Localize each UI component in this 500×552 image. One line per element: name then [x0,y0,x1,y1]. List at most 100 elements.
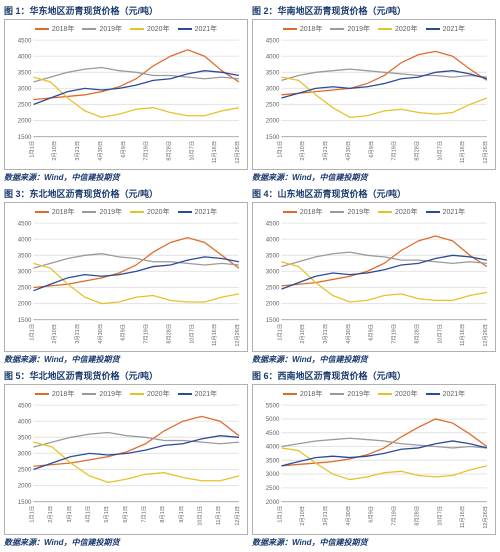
svg-text:3500: 3500 [266,252,280,259]
svg-text:7月19日: 7月19日 [391,506,398,526]
series-2021 [281,441,487,466]
source-text: 数据来源：Wind，中信建投期货 [4,354,248,365]
legend-label: 2021年 [443,389,466,399]
legend: 2018年2019年2020年2021年 [9,387,243,403]
legend: 2018年 2019年 2020年 2021年 [257,387,491,403]
svg-text:10月7日: 10月7日 [436,141,443,161]
svg-text:3000: 3000 [266,268,280,275]
svg-text:2月10日: 2月10日 [299,506,306,526]
source-text: 数据来源：Wind，中信建投期货 [4,537,248,548]
legend: 2018年2019年2020年2021年 [257,22,491,38]
legend-label: 2018年 [300,24,323,34]
svg-text:2000: 2000 [266,499,280,506]
svg-text:10月7日: 10月7日 [436,506,443,526]
legend-swatch [378,211,392,213]
legend-label: 2021年 [195,207,218,217]
legend-swatch [330,393,344,395]
svg-text:3月21日: 3月21日 [322,324,329,344]
series-2019 [33,67,239,81]
svg-text:2000: 2000 [18,300,32,307]
chart-box: 2018年2019年2020年2021年15002000250030003500… [4,384,248,535]
svg-text:11月16日: 11月16日 [459,141,466,163]
svg-text:10月1日: 10月1日 [197,506,204,526]
legend-swatch [330,211,344,213]
svg-text:2月10日: 2月10日 [51,141,58,161]
legend-item: 2019年 [330,389,370,399]
legend-item: 2020年 [130,24,170,34]
series-2021 [33,436,239,470]
legend-label: 2020年 [395,24,418,34]
series-2018 [281,236,487,286]
legend-swatch [330,28,344,30]
chart-box: 2018年2019年2020年2021年15002000250030003500… [4,202,248,353]
svg-text:2000: 2000 [18,483,32,490]
panel-title: 图 5：华北地区沥青现货价格（元/吨） [4,369,248,382]
svg-text:8月28日: 8月28日 [414,506,421,526]
legend-swatch [82,393,96,395]
legend-label: 2020年 [395,389,418,399]
legend-swatch [35,211,49,213]
chart-panel-5: 图 5：华北地区沥青现货价格（元/吨）2018年2019年2020年2021年1… [4,369,248,548]
svg-text:8月1日: 8月1日 [159,506,166,523]
svg-text:3500: 3500 [18,252,32,259]
legend-item: 2020年 [130,207,170,217]
legend-label: 2019年 [347,389,370,399]
svg-text:2500: 2500 [266,485,280,492]
legend-swatch [426,393,440,395]
svg-text:8月28日: 8月28日 [414,324,421,344]
legend-label: 2021年 [195,389,218,399]
series-2018 [33,237,239,287]
legend-swatch [426,211,440,213]
svg-text:9月1日: 9月1日 [178,506,185,523]
legend-item: 2019年 [82,24,122,34]
legend-label: 2020年 [147,207,170,217]
svg-text:3月21日: 3月21日 [322,141,329,161]
svg-text:2500: 2500 [266,101,280,108]
svg-text:12月26日: 12月26日 [482,141,489,164]
charts-grid: 图 1：华东地区沥青现货价格（元/吨）2018年2019年2020年2021年1… [4,4,496,548]
svg-text:1月1日: 1月1日 [29,324,36,341]
legend-swatch [35,28,49,30]
plot-area: 15002000250030003500400045001月1日2月1日3月1日… [9,403,243,532]
svg-text:6月9日: 6月9日 [120,324,127,341]
plot-area: 15002000250030003500400045001月1日2月10日3月2… [257,221,491,350]
svg-text:1月1日: 1月1日 [277,324,284,341]
svg-text:6月9日: 6月9日 [120,141,127,158]
svg-text:10月7日: 10月7日 [188,324,195,344]
svg-text:12月1日: 12月1日 [234,506,241,526]
svg-text:2000: 2000 [266,118,280,125]
svg-text:4000: 4000 [266,444,280,451]
legend-swatch [178,211,192,213]
svg-text:4500: 4500 [18,221,32,227]
legend-swatch [178,28,192,30]
legend-swatch [283,28,297,30]
series-2021 [33,257,239,291]
svg-text:4000: 4000 [266,53,280,60]
svg-text:12月26日: 12月26日 [482,506,489,529]
series-2018 [33,50,239,100]
svg-text:4月30日: 4月30日 [345,141,352,161]
svg-text:1500: 1500 [18,316,32,323]
chart-panel-3: 图 3：东北地区沥青现货价格（元/吨）2018年2019年2020年2021年1… [4,187,248,366]
svg-text:4500: 4500 [266,38,280,44]
legend-label: 2021年 [195,24,218,34]
legend-label: 2018年 [300,389,323,399]
legend: 2018年2019年2020年2021年 [9,22,243,38]
svg-text:3月21日: 3月21日 [74,324,81,344]
svg-text:3500: 3500 [18,69,32,76]
legend-item: 2020年 [378,24,418,34]
svg-text:12月26日: 12月26日 [482,324,489,347]
svg-text:11月16日: 11月16日 [459,324,466,346]
legend-swatch [378,28,392,30]
legend-item: 2021年 [426,389,466,399]
svg-text:2月1日: 2月1日 [47,506,54,523]
svg-text:3500: 3500 [266,458,280,465]
source-text: 数据来源：Wind，中信建投期货 [252,537,496,548]
svg-text:12月26日: 12月26日 [234,141,241,164]
svg-text:3月1日: 3月1日 [66,506,73,523]
series-2020 [33,263,239,303]
svg-text:8月28日: 8月28日 [166,141,173,161]
legend-label: 2019年 [347,24,370,34]
svg-text:4月30日: 4月30日 [97,324,104,344]
svg-text:2500: 2500 [266,284,280,291]
